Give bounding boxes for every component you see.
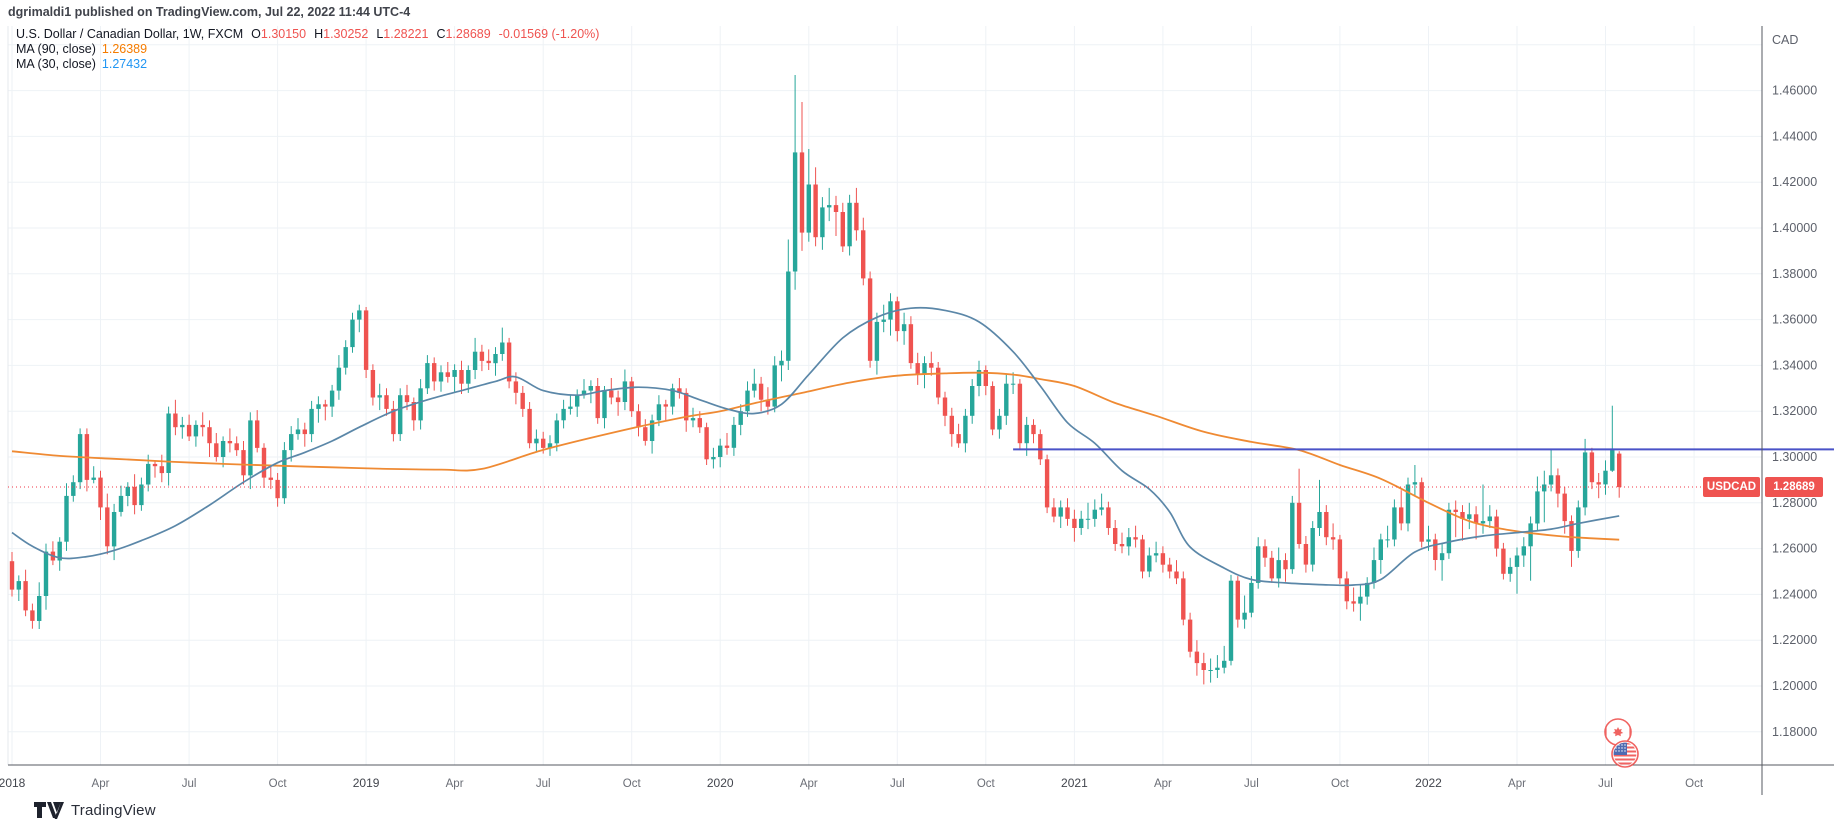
svg-text:1.46000: 1.46000	[1772, 84, 1817, 98]
close-label: C	[436, 27, 446, 41]
svg-text:1.26000: 1.26000	[1772, 542, 1817, 556]
last-price-axis-label: 1.28689	[1765, 477, 1823, 497]
svg-text:2021: 2021	[1061, 776, 1088, 790]
chart-legend: U.S. Dollar / Canadian Dollar, 1W, FXCM O…	[16, 27, 599, 72]
svg-text:Jul: Jul	[1244, 778, 1259, 790]
high-label: H	[314, 27, 324, 41]
svg-text:Apr: Apr	[92, 778, 110, 790]
us-flag-icon	[1611, 740, 1639, 768]
open-label: O	[251, 27, 261, 41]
svg-text:1.38000: 1.38000	[1772, 267, 1817, 281]
svg-text:1.40000: 1.40000	[1772, 221, 1817, 235]
svg-text:Oct: Oct	[977, 778, 996, 790]
svg-text:Oct: Oct	[269, 778, 288, 790]
tradingview-logo[interactable]: TradingView	[34, 801, 156, 819]
svg-text:1.24000: 1.24000	[1772, 587, 1817, 601]
svg-text:1.32000: 1.32000	[1772, 404, 1817, 418]
svg-text:Jul: Jul	[890, 778, 905, 790]
svg-text:2018: 2018	[0, 776, 26, 790]
tradingview-logo-text: TradingView	[71, 801, 156, 819]
svg-text:Oct: Oct	[623, 778, 642, 790]
svg-text:1.28000: 1.28000	[1772, 496, 1817, 510]
grid-lines	[7, 26, 1762, 765]
svg-text:1.36000: 1.36000	[1772, 313, 1817, 327]
svg-text:Apr: Apr	[1154, 778, 1172, 790]
svg-text:Apr: Apr	[800, 778, 818, 790]
pair-price-label: USDCAD	[1703, 477, 1760, 497]
svg-text:1.22000: 1.22000	[1772, 633, 1817, 647]
ma90-label: MA (90, close)	[16, 42, 96, 56]
svg-text:1.42000: 1.42000	[1772, 175, 1817, 189]
legend-symbol-row: U.S. Dollar / Canadian Dollar, 1W, FXCM O…	[16, 27, 599, 42]
legend-ma90-row: MA (90, close) 1.26389	[16, 42, 599, 57]
tradingview-logo-icon	[34, 802, 64, 819]
open-value: 1.30150	[260, 27, 307, 41]
symbol-title: U.S. Dollar / Canadian Dollar, 1W, FXCM	[16, 27, 244, 41]
svg-text:2022: 2022	[1415, 776, 1442, 790]
legend-ma30-row: MA (30, close) 1.27432	[16, 57, 599, 72]
svg-text:Jul: Jul	[182, 778, 197, 790]
ma90-value: 1.26389	[101, 42, 148, 56]
svg-text:Oct: Oct	[1331, 778, 1350, 790]
pair-flag-stamps	[1604, 718, 1639, 768]
candlestick-series	[9, 75, 1622, 685]
svg-text:Jul: Jul	[1598, 778, 1613, 790]
ma30-label: MA (30, close)	[16, 57, 96, 71]
low-label: L	[376, 27, 384, 41]
svg-text:2020: 2020	[707, 776, 734, 790]
price-axis[interactable]: 1.46000 1.44000 1.42000 1.40000 1.38000 1.360…	[1772, 84, 1817, 739]
svg-text:Apr: Apr	[1508, 778, 1526, 790]
svg-text:1.20000: 1.20000	[1772, 679, 1817, 693]
svg-text:1.34000: 1.34000	[1772, 358, 1817, 372]
svg-text:2019: 2019	[353, 776, 380, 790]
svg-text:1.30000: 1.30000	[1772, 450, 1817, 464]
close-value: 1.28689	[445, 27, 491, 41]
change-value: -0.01569 (-1.20%)	[498, 27, 600, 41]
ma90-line	[11, 371, 1620, 541]
svg-text:1.44000: 1.44000	[1772, 129, 1817, 143]
low-value: 1.28221	[383, 27, 429, 41]
svg-text:Jul: Jul	[536, 778, 551, 790]
svg-text:Apr: Apr	[446, 778, 464, 790]
svg-text:1.18000: 1.18000	[1772, 725, 1817, 739]
publish-header: dgrimaldi1 published on TradingView.com,…	[8, 5, 411, 19]
svg-text:Oct: Oct	[1685, 778, 1704, 790]
high-value: 1.30252	[323, 27, 369, 41]
ma30-line	[11, 306, 1620, 587]
price-axis-currency[interactable]: CAD	[1772, 33, 1799, 47]
ma30-value: 1.27432	[101, 57, 148, 71]
time-axis[interactable]: 2018 Apr Jul Oct 2019 Apr Jul Oct 2020 Apr Jul Oct 2…	[0, 776, 1704, 790]
